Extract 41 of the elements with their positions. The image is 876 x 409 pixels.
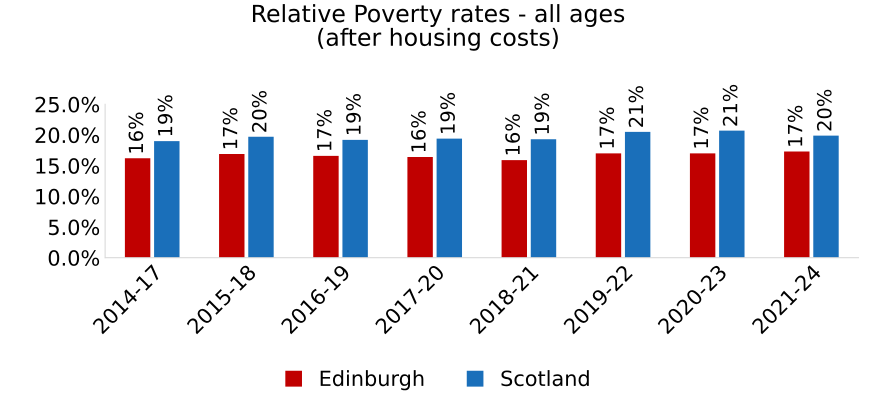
data-label: 19% bbox=[534, 93, 550, 134]
bar bbox=[313, 156, 339, 258]
bar bbox=[342, 140, 368, 258]
legend-label: Scotland bbox=[501, 370, 589, 386]
bar bbox=[530, 139, 556, 258]
data-label: 17% bbox=[599, 108, 614, 148]
data-label: 17% bbox=[316, 110, 332, 150]
bar bbox=[436, 138, 462, 258]
bar bbox=[596, 153, 622, 258]
bar bbox=[719, 130, 745, 258]
data-label: 19% bbox=[158, 95, 172, 136]
data-label: 16% bbox=[128, 112, 144, 152]
bar bbox=[690, 153, 716, 258]
data-label: 21% bbox=[628, 86, 644, 127]
data-label: 16% bbox=[505, 114, 520, 154]
data-label: 16% bbox=[411, 111, 426, 152]
y-tick-label: 5.0% bbox=[48, 219, 100, 236]
data-label: 17% bbox=[694, 108, 708, 148]
y-tick-label: 15.0% bbox=[36, 158, 100, 174]
chart-title: Relative Poverty rates - all ages (after housing costs) bbox=[252, 4, 624, 51]
bar bbox=[624, 132, 650, 258]
bar bbox=[124, 158, 150, 258]
y-tick-label: 0.0% bbox=[48, 250, 100, 266]
bar bbox=[813, 136, 839, 258]
bar bbox=[248, 136, 274, 258]
data-label: 21% bbox=[722, 84, 738, 126]
legend-label: Edinburgh bbox=[320, 370, 424, 390]
bar bbox=[219, 154, 244, 258]
bar bbox=[154, 141, 180, 258]
y-tick-label: 10.0% bbox=[36, 188, 100, 205]
y-tick-label: 20.0% bbox=[36, 127, 100, 144]
data-label: 19% bbox=[346, 94, 361, 134]
bar bbox=[502, 160, 527, 258]
data-label: 20% bbox=[252, 90, 267, 132]
data-label: 19% bbox=[440, 92, 455, 133]
bar bbox=[784, 152, 810, 258]
data-label: 17% bbox=[222, 108, 238, 148]
data-label: 17% bbox=[788, 106, 802, 146]
data-label: 20% bbox=[816, 90, 832, 130]
y-tick-label: 25.0% bbox=[36, 96, 100, 113]
bar bbox=[407, 157, 433, 258]
